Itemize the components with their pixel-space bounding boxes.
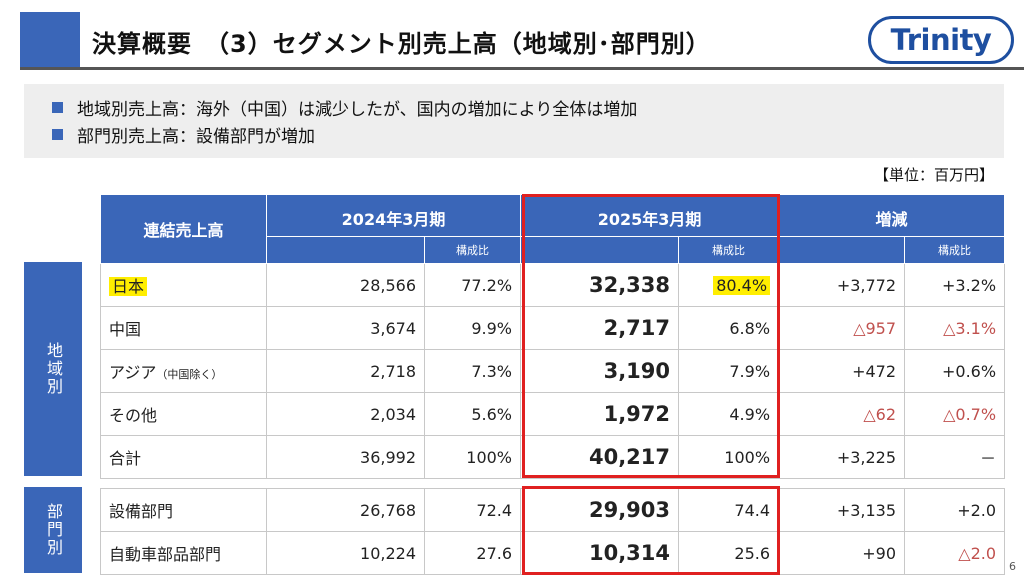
summary-line: 地域別売上高：海外（中国）は減少したが、国内の増加により全体は増加 — [52, 94, 1004, 121]
cell-diff: +90 — [778, 531, 906, 575]
cell-diff-share: △2.0 — [904, 531, 1006, 575]
cell-curr: 3,190 — [520, 349, 680, 393]
side-label-region: 地域別 — [24, 262, 82, 476]
cell-diff-share: +3.2% — [904, 263, 1006, 307]
header-share: 構成比 — [904, 236, 1006, 264]
header-share: 構成比 — [678, 236, 780, 264]
row-label: 自動車部品部門 — [100, 531, 267, 575]
segment-sales-table: 連結売上高 2024年3月期 2025年3月期 増減 構成比 構成比 構成比 日… — [100, 194, 1006, 575]
row-label: 中国 — [100, 306, 267, 350]
cell-diff-share: － — [904, 435, 1006, 479]
row-label: アジア（中国除く） — [100, 349, 267, 393]
cell-prev-share: 27.6 — [423, 531, 522, 575]
highlight-frame-dept-current — [522, 486, 780, 575]
cell-prev: 10,224 — [266, 531, 425, 575]
cell-prev: 26,768 — [266, 488, 425, 532]
cell-prev-share: 7.3% — [423, 349, 522, 393]
trinity-logo: Trinity — [868, 16, 1014, 64]
cell-diff: +3,225 — [778, 435, 906, 479]
summary-line: 部門別売上高：設備部門が増加 — [52, 121, 1004, 148]
highlight-frame-region-current — [522, 194, 780, 478]
cell-curr: 2,717 — [520, 306, 680, 350]
cell-prev: 2,718 — [266, 349, 425, 393]
table-row: 中国 3,674 9.9% 2,717 6.8% △957 △3.1% — [100, 306, 1006, 350]
table-row: その他 2,034 5.6% 1,972 4.9% △62 △0.7% — [100, 392, 1006, 436]
cell-diff-share: +2.0 — [904, 488, 1006, 532]
table-row: アジア（中国除く） 2,718 7.3% 3,190 7.9% +472 +0.… — [100, 349, 1006, 393]
cell-curr: 32,338 — [520, 263, 680, 307]
table-row-total: 合計 36,992 100% 40,217 100% +3,225 － — [100, 435, 1006, 479]
table-row: 日本 28,566 77.2% 32,338 80.4% +3,772 +3.2… — [100, 263, 1006, 307]
summary-text: 部門別売上高：設備部門が増加 — [77, 127, 315, 147]
row-label: 合計 — [100, 435, 267, 479]
unit-label: 【単位：百万円】 — [873, 166, 994, 184]
summary-box: 地域別売上高：海外（中国）は減少したが、国内の増加により全体は増加 部門別売上高… — [24, 84, 1004, 158]
row-label: その他 — [100, 392, 267, 436]
header-change: 増減 — [778, 194, 1006, 237]
cell-diff: +3,772 — [778, 263, 906, 307]
cell-curr: 1,972 — [520, 392, 680, 436]
cell-prev-share: 9.9% — [423, 306, 522, 350]
page-number: 6 — [1009, 560, 1016, 573]
side-label-department: 部門別 — [24, 487, 82, 573]
cell-curr-share: 80.4% — [678, 263, 780, 307]
cell-diff-share: +0.6% — [904, 349, 1006, 393]
cell-curr: 29,903 — [520, 488, 680, 532]
square-bullet-icon — [52, 129, 63, 140]
cell-prev: 28,566 — [266, 263, 425, 307]
header-period-prev: 2024年3月期 — [265, 194, 522, 237]
cell-diff: △957 — [778, 306, 906, 350]
row-label: 日本 — [100, 263, 267, 307]
cell-prev: 3,674 — [266, 306, 425, 350]
cell-curr-share: 6.8% — [678, 306, 780, 350]
logo-text: Trinity — [890, 23, 992, 57]
cell-curr-share: 100% — [678, 435, 780, 479]
cell-prev-share: 5.6% — [423, 392, 522, 436]
table-row: 自動車部品部門 10,224 27.6 10,314 25.6 +90 △2.0 — [100, 531, 1006, 575]
cell-prev: 36,992 — [266, 435, 425, 479]
cell-curr-share: 74.4 — [678, 488, 780, 532]
title-accent-block — [20, 12, 80, 67]
header-blank — [266, 236, 425, 264]
table-row: 設備部門 26,768 72.4 29,903 74.4 +3,135 +2.0 — [100, 488, 1006, 532]
cell-diff: △62 — [778, 392, 906, 436]
cell-diff: +472 — [778, 349, 906, 393]
row-label: 設備部門 — [100, 488, 267, 532]
cell-prev-share: 72.4 — [423, 488, 522, 532]
cell-curr: 40,217 — [520, 435, 680, 479]
cell-diff: +3,135 — [778, 488, 906, 532]
cell-prev-share: 100% — [423, 435, 522, 479]
cell-curr-share: 25.6 — [678, 531, 780, 575]
header-share: 構成比 — [423, 236, 522, 264]
header-consolidated-sales: 連結売上高 — [100, 194, 267, 264]
cell-curr: 10,314 — [520, 531, 680, 575]
cell-diff-share: △0.7% — [904, 392, 1006, 436]
header-blank — [778, 236, 906, 264]
cell-prev: 2,034 — [266, 392, 425, 436]
square-bullet-icon — [52, 102, 63, 113]
cell-diff-share: △3.1% — [904, 306, 1006, 350]
summary-text: 地域別売上高：海外（中国）は減少したが、国内の増加により全体は増加 — [77, 100, 638, 120]
page-title: 決算概要 （3）セグメント別売上高（地域別･部門別） — [92, 30, 711, 58]
cell-curr-share: 7.9% — [678, 349, 780, 393]
cell-prev-share: 77.2% — [423, 263, 522, 307]
title-divider — [20, 67, 1024, 70]
